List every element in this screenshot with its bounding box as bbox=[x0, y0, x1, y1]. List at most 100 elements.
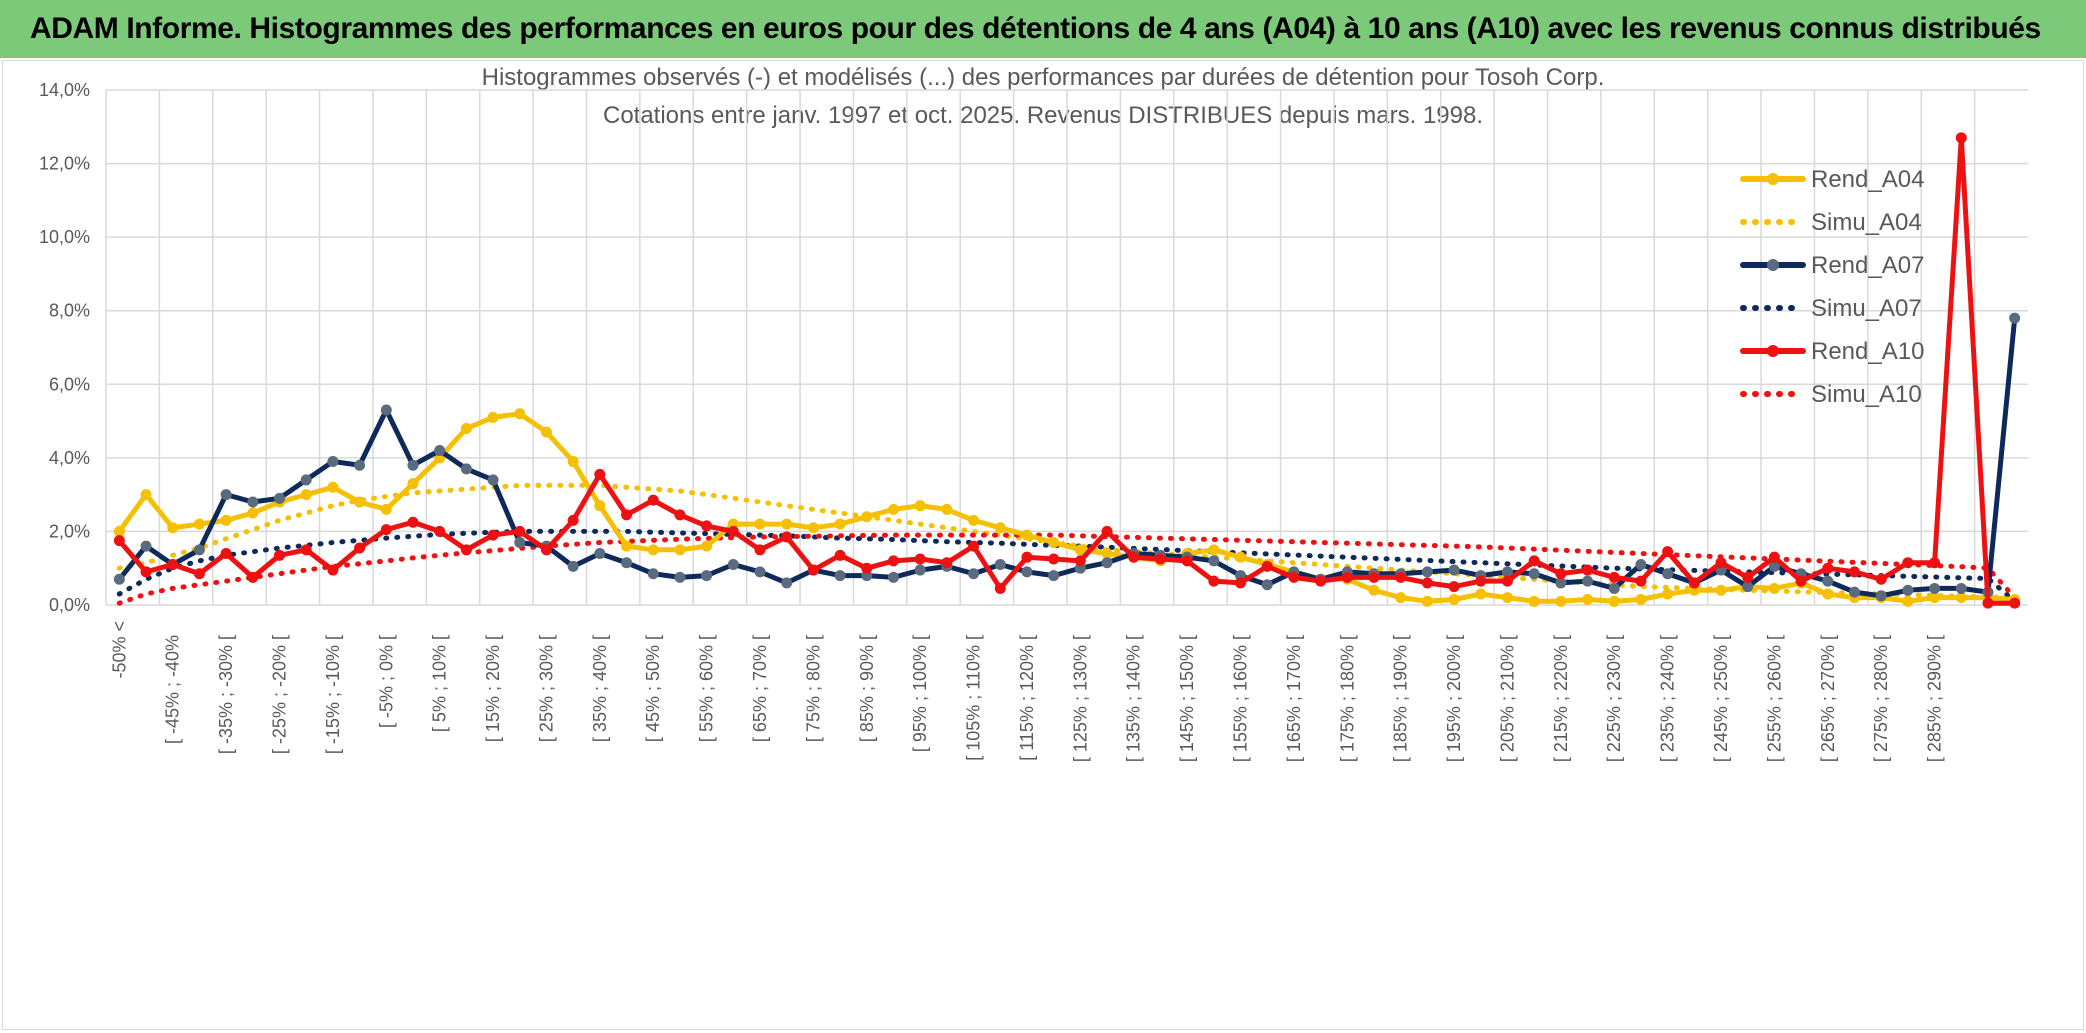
point-rend_a07 bbox=[1929, 582, 1941, 594]
point-rend_a10 bbox=[1768, 551, 1780, 563]
legend-label: Simu_A07 bbox=[1811, 295, 1922, 322]
point-rend_a07 bbox=[1848, 586, 1860, 598]
point-rend_a10 bbox=[167, 559, 179, 571]
point-rend_a04 bbox=[807, 522, 819, 534]
point-rend_a07 bbox=[674, 571, 686, 583]
point-rend_a10 bbox=[1341, 571, 1353, 583]
point-rend_a10 bbox=[1875, 573, 1887, 585]
point-rend_a10 bbox=[1688, 577, 1700, 589]
point-rend_a07 bbox=[1742, 581, 1754, 593]
x-tick-label: [ 75% ; 80% [ bbox=[803, 635, 823, 742]
point-rend_a04 bbox=[1768, 582, 1780, 594]
point-rend_a07 bbox=[594, 548, 606, 559]
x-tick-label: [ 255% ; 260% [ bbox=[1764, 635, 1784, 762]
point-rend_a04 bbox=[1395, 592, 1407, 604]
x-tick-label: [ 265% ; 270% [ bbox=[1818, 635, 1838, 762]
x-tick-label: [ 15% ; 20% [ bbox=[483, 635, 503, 742]
point-rend_a07 bbox=[1822, 575, 1834, 587]
x-tick-label: [ -45% ; -40% bbox=[163, 635, 183, 744]
line-chart: Histogrammes observés (-) et modélisés (… bbox=[39, 64, 2028, 762]
x-tick-label: [ -5% ; 0% [ bbox=[376, 635, 396, 728]
x-tick-label: [ 245% ; 250% [ bbox=[1711, 635, 1731, 762]
point-rend_a04 bbox=[354, 496, 366, 508]
point-rend_a04 bbox=[1715, 584, 1727, 596]
point-rend_a10 bbox=[1261, 560, 1273, 572]
point-rend_a07 bbox=[140, 540, 152, 552]
point-rend_a10 bbox=[1181, 555, 1193, 567]
chart-area: Histogrammes observés (-) et modélisés (… bbox=[2, 60, 2084, 1030]
point-rend_a10 bbox=[567, 514, 579, 526]
point-rend_a10 bbox=[1929, 557, 1941, 569]
point-rend_a04 bbox=[887, 503, 899, 515]
legend-label: Rend_A10 bbox=[1811, 338, 1924, 365]
point-rend_a10 bbox=[2009, 597, 2021, 609]
x-tick-label: [ 145% ; 150% [ bbox=[1177, 635, 1197, 762]
point-rend_a07 bbox=[1528, 568, 1540, 580]
legend-marker bbox=[1767, 173, 1779, 185]
point-rend_a10 bbox=[647, 494, 659, 506]
point-rend_a07 bbox=[1048, 570, 1060, 582]
point-rend_a04 bbox=[754, 518, 766, 530]
point-rend_a04 bbox=[1074, 544, 1086, 556]
point-rend_a10 bbox=[861, 562, 873, 574]
point-rend_a10 bbox=[727, 525, 739, 537]
point-rend_a10 bbox=[1315, 575, 1327, 587]
legend-label: Rend_A04 bbox=[1811, 166, 1924, 193]
point-rend_a10 bbox=[514, 525, 526, 537]
chart-title-line-2: Cotations entre janv. 1997 et oct. 2025.… bbox=[603, 102, 1483, 129]
point-rend_a07 bbox=[1582, 575, 1594, 587]
point-rend_a10 bbox=[1528, 555, 1540, 567]
point-rend_a07 bbox=[300, 474, 312, 486]
point-rend_a07 bbox=[113, 573, 125, 585]
x-tick-label: [ 125% ; 130% [ bbox=[1070, 635, 1090, 762]
point-rend_a04 bbox=[701, 540, 713, 552]
point-rend_a04 bbox=[1635, 593, 1647, 605]
x-tick-label: [ 175% ; 180% [ bbox=[1337, 635, 1357, 762]
x-tick-label: [ 95% ; 100% [ bbox=[910, 635, 930, 752]
point-rend_a10 bbox=[1368, 571, 1380, 583]
point-rend_a04 bbox=[1955, 592, 1967, 604]
point-rend_a07 bbox=[1448, 564, 1460, 576]
x-tick-label: [ 225% ; 230% [ bbox=[1604, 635, 1624, 762]
series-line-simu_a10 bbox=[116, 532, 2018, 606]
point-rend_a04 bbox=[327, 481, 339, 493]
point-rend_a10 bbox=[1608, 571, 1620, 583]
x-tick-label: [ 25% ; 30% [ bbox=[536, 635, 556, 742]
point-rend_a04 bbox=[834, 518, 846, 530]
point-rend_a04 bbox=[113, 525, 125, 537]
y-tick-label: 14,0% bbox=[39, 80, 90, 100]
point-rend_a10 bbox=[1154, 553, 1166, 565]
point-rend_a04 bbox=[380, 503, 392, 515]
point-rend_a04 bbox=[487, 411, 499, 423]
point-rend_a10 bbox=[834, 549, 846, 561]
point-rend_a07 bbox=[247, 496, 259, 508]
point-rend_a10 bbox=[781, 531, 793, 543]
point-rend_a04 bbox=[1101, 548, 1113, 559]
point-rend_a10 bbox=[113, 535, 125, 547]
x-tick-label: [ 235% ; 240% [ bbox=[1658, 635, 1678, 762]
point-rend_a10 bbox=[621, 509, 633, 521]
point-rend_a10 bbox=[1074, 555, 1086, 567]
point-rend_a07 bbox=[1261, 579, 1273, 591]
x-tick-label: [ -35% ; -30% [ bbox=[216, 635, 236, 754]
point-rend_a07 bbox=[407, 459, 419, 471]
point-rend_a04 bbox=[407, 478, 419, 490]
legend-marker bbox=[1767, 259, 1779, 271]
point-rend_a04 bbox=[968, 514, 980, 526]
legend-label: Rend_A07 bbox=[1811, 252, 1924, 279]
x-tick-label: [ 5% ; 10% [ bbox=[430, 635, 450, 732]
point-rend_a07 bbox=[914, 564, 926, 576]
point-rend_a07 bbox=[1021, 566, 1033, 578]
point-rend_a10 bbox=[1795, 575, 1807, 587]
point-rend_a10 bbox=[354, 542, 366, 554]
point-rend_a07 bbox=[434, 445, 446, 456]
point-rend_a10 bbox=[1235, 577, 1247, 589]
point-rend_a10 bbox=[1715, 557, 1727, 569]
point-rend_a04 bbox=[1528, 595, 1540, 607]
point-rend_a10 bbox=[1742, 571, 1754, 583]
point-rend_a07 bbox=[968, 568, 980, 580]
point-rend_a10 bbox=[300, 544, 312, 556]
point-rend_a04 bbox=[1822, 588, 1834, 600]
point-rend_a10 bbox=[193, 568, 205, 580]
point-rend_a10 bbox=[407, 516, 419, 528]
